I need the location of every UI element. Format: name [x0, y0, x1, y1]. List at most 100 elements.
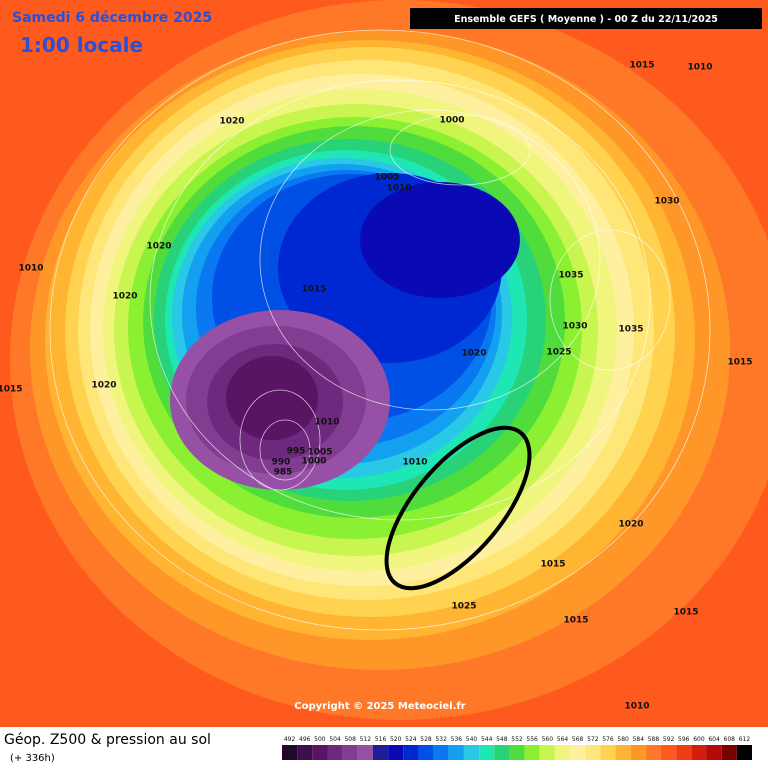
isobar-label: 1000	[301, 457, 326, 467]
isobar-label: 990	[272, 458, 291, 468]
isobar-label: 1010	[624, 702, 649, 712]
scale-label: 536	[451, 736, 463, 743]
isobar-label: 1010	[314, 418, 339, 428]
isobar-label: 1020	[91, 381, 116, 391]
scale-cell	[448, 745, 464, 760]
scale-label: 568	[572, 736, 584, 743]
scale-label: 560	[542, 736, 554, 743]
scale-cell	[494, 745, 510, 760]
isobar-label: 1015	[0, 385, 23, 395]
scale-label: 612	[739, 736, 751, 743]
scale-label: 492	[284, 736, 296, 743]
scale-cell	[661, 745, 677, 760]
legend-lead: (+ 336h)	[10, 753, 55, 764]
scale-label: 588	[648, 736, 660, 743]
isobar-label: 1015	[301, 285, 326, 295]
scale-label: 520	[390, 736, 402, 743]
isobar-label: 985	[274, 468, 293, 478]
scale-label: 504	[329, 736, 341, 743]
scale-cell	[600, 745, 616, 760]
scale-label: 524	[405, 736, 417, 743]
scale-cell	[736, 745, 752, 760]
scale-label: 516	[375, 736, 387, 743]
scale-cell	[327, 745, 343, 760]
time: 1:00 locale	[20, 33, 143, 57]
date: Samedi 6 décembre 2025	[12, 10, 212, 26]
scale-label: 576	[602, 736, 614, 743]
scale-cell	[509, 745, 525, 760]
scale-label: 496	[299, 736, 311, 743]
isobar-label: 1025	[451, 602, 476, 612]
scale-cell	[403, 745, 419, 760]
isobar-label: 1015	[673, 608, 698, 618]
scale-cell	[585, 745, 601, 760]
isobar-label: 1030	[654, 197, 679, 207]
scale-cell	[524, 745, 540, 760]
scale-cell	[388, 745, 404, 760]
scale-cell	[312, 745, 328, 760]
scale-label: 528	[420, 736, 432, 743]
field-band	[360, 182, 520, 298]
scale-label: 556	[526, 736, 538, 743]
isobar-label: 1010	[18, 264, 43, 274]
scale-label: 552	[511, 736, 523, 743]
scale-cell	[676, 745, 692, 760]
scale-cell	[372, 745, 389, 760]
isobar-label: 1020	[618, 520, 643, 530]
scale-cell	[342, 745, 358, 760]
scale-label: 584	[633, 736, 645, 743]
run-box	[410, 8, 762, 29]
isobar-label: 1010	[402, 458, 427, 468]
highlight-oval	[384, 425, 532, 591]
scale-cell	[630, 745, 646, 760]
scale-label: 532	[435, 736, 447, 743]
scale-cell	[615, 745, 631, 760]
scale-cell	[706, 745, 722, 760]
scale-label: 580	[617, 736, 629, 743]
scale-cell	[357, 745, 373, 760]
scale-cell	[570, 745, 586, 760]
scale-cell	[479, 745, 495, 760]
scale-label: 608	[724, 736, 736, 743]
color-scale: 492 496 500 504 508 512 516 520 524 528 532 536 540 5…	[282, 736, 752, 760]
isobar-label: 995	[287, 447, 306, 457]
isobar-label: 1005	[374, 173, 399, 183]
scale-label: 548	[496, 736, 508, 743]
isobar-label: 1035	[558, 271, 583, 281]
isobar-label: 1015	[540, 560, 565, 570]
isobar-label: 1015	[727, 358, 752, 368]
scale-label: 544	[481, 736, 493, 743]
isobar-label: 1010	[687, 63, 712, 73]
legend-title: Géop. Z500 & pression au sol	[4, 732, 211, 748]
isobar-label: 1010	[386, 184, 411, 194]
scale-label: 604	[708, 736, 720, 743]
scale-cell	[554, 745, 571, 760]
scale-label: 512	[360, 736, 372, 743]
scale-label: 592	[663, 736, 675, 743]
isobar-label: 1015	[629, 61, 654, 71]
scale-label: 540	[466, 736, 478, 743]
isobar-lines	[49, 29, 711, 631]
scale-cell	[418, 745, 434, 760]
scale-cell	[463, 745, 480, 760]
scale-cell	[433, 745, 449, 760]
scale-label: 600	[693, 736, 705, 743]
isobar-label: 1015	[563, 616, 588, 626]
scale-label: 572	[587, 736, 599, 743]
scale-cell	[539, 745, 555, 760]
isobar-label: 1000	[439, 116, 464, 126]
isobar-label: 1005	[307, 448, 332, 458]
isobar-label: 1030	[562, 322, 587, 332]
scale-cell	[645, 745, 662, 760]
scale-label: 500	[314, 736, 326, 743]
scale-cell	[297, 745, 313, 760]
scale-cell	[721, 745, 737, 760]
scale-cell	[282, 745, 298, 760]
scale-cell	[691, 745, 707, 760]
isobar-label: 1020	[112, 292, 137, 302]
field-band	[226, 356, 318, 440]
scale-label: 508	[344, 736, 356, 743]
